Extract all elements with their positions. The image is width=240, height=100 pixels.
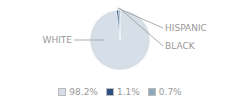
svg-text:BLACK: BLACK	[165, 41, 196, 51]
svg-text:WHITE: WHITE	[42, 35, 72, 45]
svg-text:HISPANIC: HISPANIC	[165, 23, 207, 33]
html-text:1.1%: 1.1%	[116, 87, 140, 97]
html-text:98.2%: 98.2%	[69, 87, 98, 97]
html-text:0.7%: 0.7%	[158, 87, 182, 97]
